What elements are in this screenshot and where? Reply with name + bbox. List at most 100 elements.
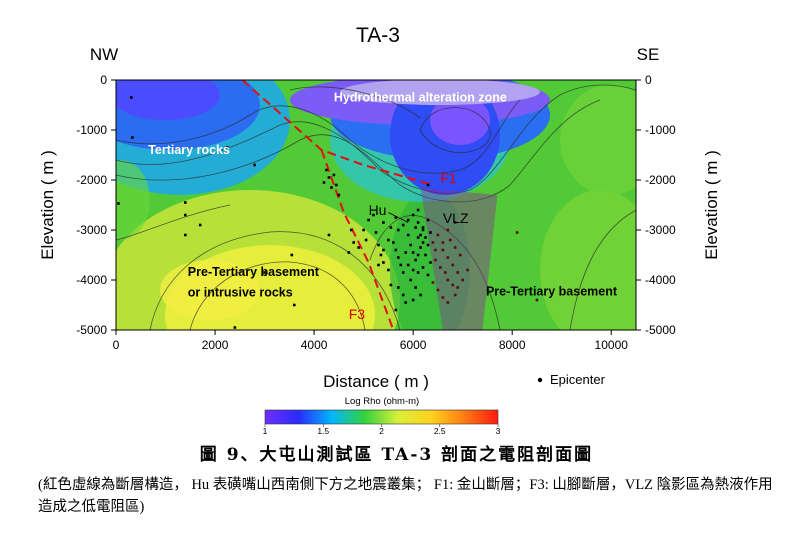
annotation-label: F3 [349, 306, 366, 322]
y-tick-label-left: -1000 [76, 123, 107, 137]
y-tick-label-right: -1000 [645, 123, 676, 137]
figure-caption-title: 圖 9、大屯山測試區 TA-3 剖面之電阻剖面圖 [199, 445, 594, 465]
annotations: Hydrothermal alteration zone Tertiary roc… [148, 91, 618, 323]
annotation-label: Hu [369, 202, 387, 218]
epicenter-point [377, 263, 380, 267]
y-axis-label-right: Elevation ( m ) [702, 150, 721, 260]
epicenter-point [446, 278, 450, 282]
y-tick-label-right: -2000 [645, 173, 676, 187]
epicenter-point [535, 298, 539, 302]
resistivity-chart: TA-3 NW SE [38, 24, 721, 436]
epicenter-point [382, 261, 385, 264]
fault-lines [241, 79, 434, 331]
epicenter-point [453, 246, 457, 249]
epicenter-point [290, 253, 294, 257]
x-axis-label: Distance ( m ) [323, 372, 429, 391]
x-tick-label: 10000 [595, 338, 629, 352]
epicenter-point [411, 298, 415, 302]
epicenter-point [184, 213, 187, 217]
epicenter-point [434, 258, 437, 262]
x-tick-label: 0 [113, 338, 120, 352]
epicenter-point [421, 266, 425, 269]
plot-frame [115, 79, 637, 331]
se-label: SE [637, 45, 660, 64]
epicenter-point [429, 261, 432, 264]
y-tick-label-left: 0 [100, 73, 107, 87]
y-tick-label-right: -4000 [645, 273, 676, 287]
epicenter-point [426, 218, 430, 222]
epicenter-point [416, 253, 420, 257]
epicenter-point [404, 251, 408, 254]
epicenter-point [444, 271, 447, 274]
fault-f1 [241, 79, 434, 186]
epicenter-point [394, 216, 398, 219]
epicenter-point [396, 228, 400, 232]
epicenter-point [226, 146, 229, 149]
epicenter-point [451, 283, 455, 287]
y-tick-label-right: -3000 [645, 223, 676, 237]
x-tick-label: 6000 [400, 338, 427, 352]
epicenter-point [184, 233, 187, 237]
epicenter-point [382, 221, 385, 224]
y-axis-left: 0 -1000 -2000 -3000 -4000 -5000 [76, 73, 116, 337]
epicenter-point [325, 168, 328, 172]
epicenter-point [426, 183, 430, 187]
annotation-label: Hydrothermal alteration zone [334, 91, 507, 105]
epicenter-point [389, 283, 393, 287]
colorbar-ticks: 1 1.5 2 2.5 3 [263, 424, 501, 436]
epicenter-point [421, 226, 425, 229]
epicenter-point [414, 258, 417, 262]
epicenter-point [441, 296, 445, 299]
epicenter-legend-marker [537, 377, 543, 383]
epicenter-point [441, 241, 445, 244]
contour-lines [116, 84, 636, 330]
annotation-label: or intrusive rocks [188, 286, 293, 300]
epicenter-point [347, 251, 351, 254]
vlz-low-resistivity-zone [420, 187, 498, 330]
hu-leader-line [388, 212, 409, 223]
colorbar-tick-label: 2 [379, 426, 384, 436]
colorbar-tick-label: 1 [263, 426, 268, 436]
annotation-label: Pre-Tertiary basement [188, 265, 320, 279]
y-axis-right: 0 -1000 -2000 -3000 -4000 -5000 [636, 73, 676, 337]
epicenter-point [453, 293, 457, 297]
epicenter-point [327, 233, 331, 237]
epicenter-point [453, 221, 457, 224]
epicenter-point [374, 231, 378, 234]
resistivity-field [116, 80, 636, 330]
epicenter-point [429, 231, 432, 234]
epicenter-point [337, 193, 341, 197]
epicenter-point [406, 233, 410, 237]
y-tick-label-left: -2000 [76, 173, 107, 187]
epicenter-point [446, 301, 450, 304]
epicenter-point [335, 183, 338, 187]
epicenter-point [372, 213, 375, 217]
epicenter-point [379, 253, 383, 257]
epicenter-point [406, 263, 410, 267]
epicenter-point [458, 253, 462, 257]
epicenter-point [253, 163, 256, 167]
x-tick-label: 2000 [202, 338, 229, 352]
epicenter-point [377, 243, 380, 247]
epicenter-point [409, 243, 412, 247]
epicenter-point [439, 266, 442, 269]
y-tick-label-right: 0 [645, 73, 652, 87]
fault-f3 [320, 149, 395, 331]
epicenter-point [411, 251, 415, 254]
epicenter-point [416, 271, 420, 274]
colorbar-tick-label: 3 [496, 426, 501, 436]
epicenter-point [411, 213, 415, 217]
colorbar-tick-label: 1.5 [317, 426, 329, 436]
epicenter-point [416, 236, 420, 239]
epicenter-point [419, 293, 422, 297]
annotation-label: F1 [440, 170, 457, 186]
epicenter-point [421, 241, 425, 244]
epicenter-point [426, 273, 430, 277]
epicenter-point [456, 271, 460, 274]
epicenter-point [396, 286, 400, 289]
epicenter-point [352, 241, 356, 244]
colorbar [264, 409, 499, 425]
epicenter-point [441, 248, 445, 252]
epicenter-point [431, 281, 435, 284]
epicenter-point [446, 256, 450, 259]
